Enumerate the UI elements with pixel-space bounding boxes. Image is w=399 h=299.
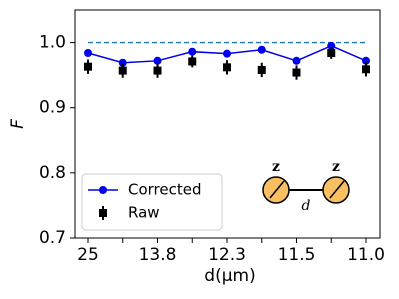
data-point [84,62,92,71]
data-point [292,56,301,65]
data-point [257,65,266,74]
y-tick-label: 0.7 [39,228,66,248]
legend-label: Corrected [128,181,202,199]
data-point [223,49,231,58]
x-tick-label: 13.8 [139,245,177,265]
inset-diagram [262,176,350,204]
x-tick-label: 11.5 [278,245,316,265]
y-tick-label: 0.8 [39,163,66,183]
data-point [327,41,336,50]
data-point [118,58,127,67]
inset-label: z [332,159,340,175]
data-point [188,47,197,56]
data-point [153,66,162,75]
legend-marker [99,209,107,217]
data-point [362,65,370,74]
y-tick-label: 1.0 [39,33,66,53]
legend-box [81,173,223,231]
data-point [84,48,92,57]
data-point [327,48,336,57]
x-tick-label: 12.3 [208,245,246,265]
data-point [118,66,127,75]
data-point [153,56,162,65]
y-axis-label: F [8,119,28,129]
data-point [188,57,197,66]
data-point [292,68,301,77]
x-axis-label: d(μm) [204,266,255,286]
legend-marker [99,186,107,194]
data-point [362,56,370,65]
inset-label: z [272,159,280,175]
inset-label: d [302,198,311,214]
data-point [223,63,231,72]
data-point [257,45,266,54]
x-tick-label: 25 [77,245,99,265]
legend-label: Raw [128,204,160,222]
y-tick-label: 0.9 [39,98,66,118]
x-tick-label: 11.0 [347,245,385,265]
